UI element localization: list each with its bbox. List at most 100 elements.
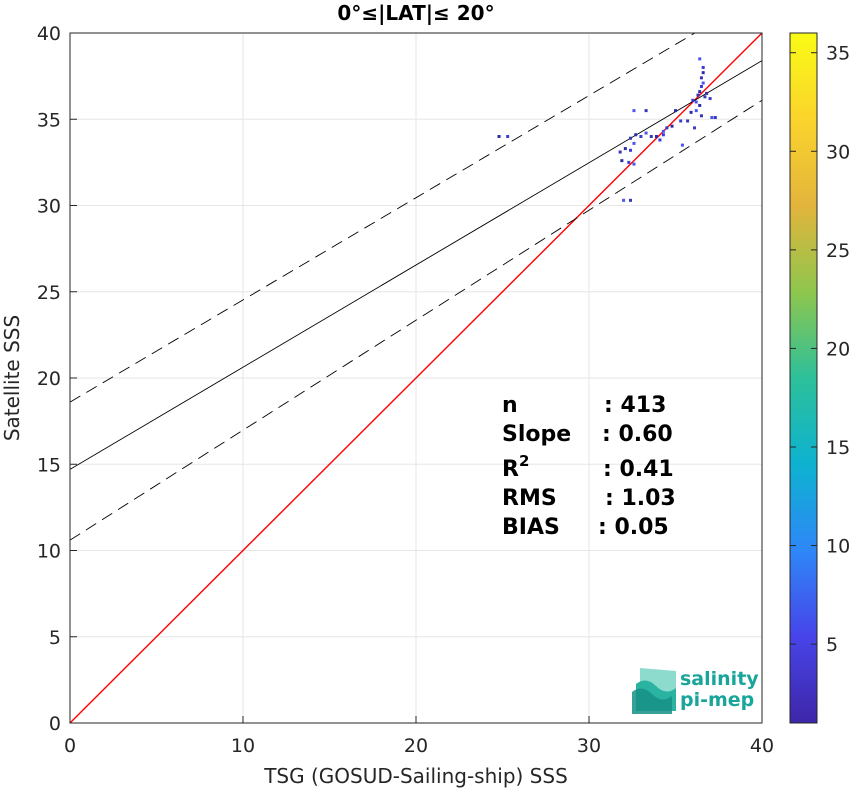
data-point bbox=[699, 76, 703, 80]
stat-label: BIAS bbox=[502, 515, 560, 540]
data-point bbox=[632, 141, 636, 145]
colorbar-tick-label: 10 bbox=[826, 536, 850, 558]
data-point bbox=[679, 119, 683, 123]
data-point bbox=[693, 126, 697, 130]
y-tick-label: 35 bbox=[37, 109, 61, 131]
wave-logo-icon bbox=[632, 668, 676, 714]
y-axis-ticks: 0 5 10 15 20 25 30 35 40 bbox=[37, 23, 77, 735]
y-tick-label: 30 bbox=[37, 196, 61, 218]
data-point bbox=[674, 109, 677, 113]
data-point bbox=[634, 133, 638, 137]
x-axis-label: TSG (GOSUD-Sailing-ship) SSS bbox=[263, 764, 568, 788]
line-fit bbox=[70, 60, 762, 470]
data-point bbox=[622, 198, 626, 202]
data-point bbox=[623, 147, 627, 151]
colorbar-tick-label: 35 bbox=[826, 43, 850, 65]
data-point bbox=[701, 66, 705, 69]
stat-label: n bbox=[502, 393, 518, 418]
data-point bbox=[639, 135, 643, 138]
colorbar-tick-label: 25 bbox=[826, 240, 850, 262]
data-point bbox=[618, 150, 622, 154]
chart-title: 0°≤|LAT|≤ 20° bbox=[337, 1, 494, 25]
x-tick-label: 20 bbox=[404, 735, 428, 757]
data-point bbox=[698, 57, 702, 61]
data-point bbox=[701, 81, 705, 85]
stat-label: RMS bbox=[502, 486, 557, 511]
data-point bbox=[689, 110, 693, 114]
data-point bbox=[694, 100, 698, 104]
data-point bbox=[665, 126, 669, 130]
data-point bbox=[670, 124, 674, 128]
stat-value: : 1.03 bbox=[605, 486, 676, 511]
colorbar-ticks: 5 10 15 20 25 30 35 bbox=[790, 43, 850, 656]
x-tick-label: 30 bbox=[577, 735, 601, 757]
stat-value: : 0.41 bbox=[603, 457, 674, 482]
data-point bbox=[497, 135, 501, 138]
stat-value: : 0.05 bbox=[598, 515, 669, 540]
data-point bbox=[644, 109, 648, 113]
logo-line-2: pi-mep bbox=[680, 689, 754, 711]
data-point bbox=[661, 129, 665, 133]
data-point bbox=[632, 109, 636, 113]
y-tick-label: 0 bbox=[49, 713, 61, 735]
data-point bbox=[708, 97, 712, 101]
stat-label: Slope bbox=[502, 422, 571, 447]
data-point bbox=[629, 198, 633, 202]
data-point bbox=[506, 135, 510, 138]
colorbar-tick-label: 30 bbox=[826, 141, 850, 163]
data-point bbox=[699, 114, 703, 118]
y-tick-label: 10 bbox=[37, 541, 61, 563]
logo-line-1: salinity bbox=[680, 668, 759, 690]
data-point bbox=[703, 95, 707, 99]
data-point bbox=[654, 135, 658, 138]
data-point bbox=[658, 138, 662, 142]
colorbar: 5 10 15 20 25 30 35 bbox=[789, 32, 850, 724]
data-point bbox=[627, 160, 631, 164]
data-point bbox=[698, 103, 702, 107]
line-fit bbox=[70, 33, 696, 403]
data-point bbox=[696, 93, 700, 97]
y-tick-label: 40 bbox=[37, 23, 61, 45]
data-point bbox=[649, 135, 653, 138]
y-tick-label: 15 bbox=[37, 454, 61, 476]
y-tick-label: 5 bbox=[49, 627, 61, 649]
data-points bbox=[497, 57, 717, 202]
x-axis-ticks: 0 10 20 30 40 bbox=[64, 716, 774, 757]
data-point bbox=[691, 98, 695, 102]
data-point bbox=[686, 119, 690, 123]
data-point bbox=[705, 91, 709, 95]
data-point bbox=[713, 116, 717, 120]
data-point bbox=[620, 159, 624, 163]
colorbar-gradient bbox=[789, 32, 818, 724]
data-point bbox=[701, 71, 705, 75]
x-tick-label: 0 bbox=[64, 735, 76, 757]
stat-label-superscript: 2 bbox=[519, 452, 529, 470]
colorbar-tick-label: 5 bbox=[826, 634, 838, 656]
salinity-pi-mep-logo: salinity pi-mep bbox=[632, 668, 759, 714]
data-point bbox=[698, 90, 702, 94]
stat-value: : 413 bbox=[604, 393, 666, 418]
data-point bbox=[680, 143, 684, 147]
colorbar-tick-label: 15 bbox=[826, 437, 850, 459]
y-tick-label: 25 bbox=[37, 282, 61, 304]
plot-area: 0 10 20 30 40 0 5 10 15 20 25 30 35 40 bbox=[37, 23, 774, 757]
data-point bbox=[661, 133, 665, 137]
y-axis-label: Satellite SSS bbox=[0, 315, 24, 441]
data-point bbox=[694, 109, 698, 113]
stat-value: : 0.60 bbox=[602, 422, 673, 447]
regression-lines bbox=[70, 33, 762, 723]
colorbar-tick-label: 20 bbox=[826, 338, 850, 360]
data-point bbox=[629, 136, 633, 140]
data-point bbox=[699, 84, 703, 88]
data-point bbox=[644, 131, 648, 135]
line-1-1 bbox=[70, 33, 762, 723]
x-tick-label: 40 bbox=[750, 735, 774, 757]
line-fit bbox=[70, 99, 762, 541]
y-tick-label: 20 bbox=[37, 368, 61, 390]
data-point bbox=[629, 148, 633, 152]
x-tick-label: 10 bbox=[231, 735, 255, 757]
data-point bbox=[632, 162, 636, 166]
data-point bbox=[710, 116, 714, 120]
